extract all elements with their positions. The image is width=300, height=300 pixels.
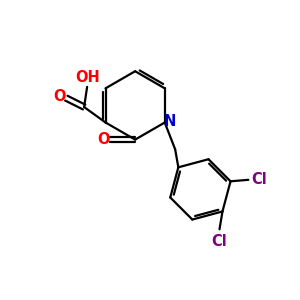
Text: Cl: Cl [212,234,227,249]
Text: O: O [97,131,110,146]
Text: N: N [164,114,176,129]
Text: OH: OH [75,70,100,86]
Text: O: O [53,89,66,104]
Text: Cl: Cl [251,172,267,187]
